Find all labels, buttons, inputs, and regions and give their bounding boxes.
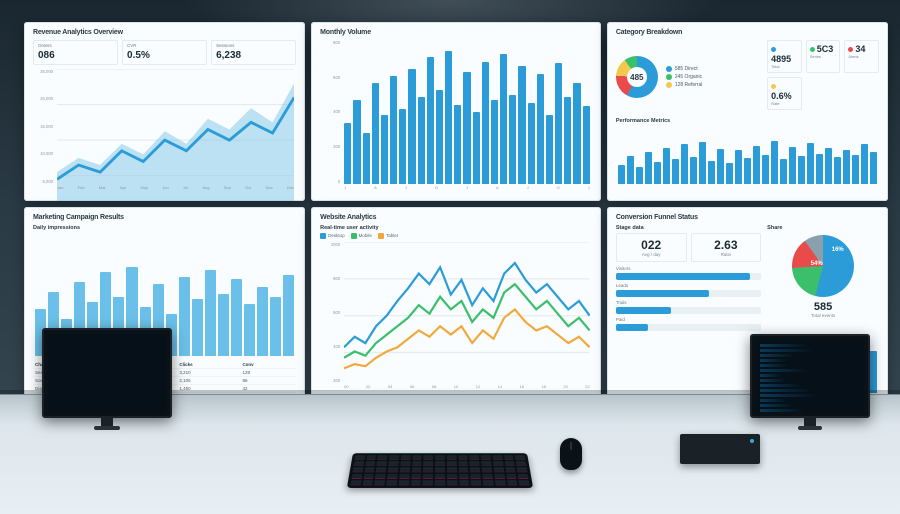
progress-bar <box>616 307 761 314</box>
kpi-pair: 022Avg / day2.63Ratio <box>616 233 761 262</box>
legend-item: 128 Referral <box>666 82 759 88</box>
panel-title: Revenue Analytics Overview <box>33 29 296 36</box>
progress-label: Visitors <box>616 266 761 271</box>
stat-box: 34Alerts <box>844 40 879 73</box>
progress-bar <box>616 290 761 297</box>
legend: Desktop Mobile Tablet <box>320 233 592 239</box>
line-chart: 1000800600400200 00020406081012141618202… <box>320 242 592 393</box>
panel-website: Website Analytics Real-time user activit… <box>311 207 601 400</box>
panel-volume: Monthly Volume 8006004002000 JAJOJAJOJ <box>311 22 601 201</box>
stat-box: 4895Total <box>767 40 802 73</box>
panel-title: Category Breakdown <box>616 29 879 36</box>
device-box <box>680 434 760 464</box>
kpi-row: Orders086CVR0.5%Sessions6,238 <box>33 40 296 65</box>
legend-item: Desktop <box>320 233 345 239</box>
legend-item: 585 Direct <box>666 66 759 72</box>
panel-category: Category Breakdown 485 585 Direct 245 Org… <box>607 22 888 201</box>
panel-title: Conversion Funnel Status <box>616 214 879 221</box>
pie-chart: 54%16% <box>792 235 854 297</box>
donut-chart: 485 <box>616 56 658 98</box>
mini-kpi-value: 585 <box>767 301 879 313</box>
section-title: Stage data <box>616 225 761 231</box>
kpi-box: 022Avg / day <box>616 233 687 262</box>
bar-chart-small <box>616 126 879 194</box>
area-chart: 25,00020,00015,00010,0005,000 JanFebMarA… <box>33 69 296 194</box>
progress-label: Leads <box>616 283 761 288</box>
panel-title: Marketing Campaign Results <box>33 214 296 221</box>
progress-label: Trials <box>616 300 761 305</box>
monitor-right <box>750 334 870 418</box>
progress-list: Visitors Leads Trials Paid <box>616 266 761 334</box>
section-subtitle: Daily impressions <box>33 225 296 231</box>
section-title: Performance Metrics <box>616 118 879 124</box>
panel-title: Monthly Volume <box>320 29 592 36</box>
legend-item: 245 Organic <box>666 74 759 80</box>
mouse <box>560 438 582 470</box>
stat-box: 5C3Series <box>806 40 841 73</box>
section-title: Share <box>767 225 879 231</box>
monitor-left <box>42 328 172 418</box>
panel-revenue: Revenue Analytics Overview Orders086CVR0… <box>24 22 305 201</box>
donut-legend: 585 Direct 245 Organic 128 Referral <box>666 66 759 88</box>
keyboard <box>347 453 533 488</box>
progress-bar <box>616 273 761 280</box>
progress-bar <box>616 324 761 331</box>
bar-chart: 8006004002000 JAJOJAJOJ <box>320 40 592 194</box>
kpi-card: Sessions6,238 <box>211 40 296 65</box>
kpi-card: CVR0.5% <box>122 40 207 65</box>
stat-grid: 4895Total5C3Series34Alerts 0.6%Rate <box>767 40 879 110</box>
legend-item: Mobile <box>351 233 372 239</box>
stat-box: 0.6%Rate <box>767 77 802 110</box>
kpi-box: 2.63Ratio <box>691 233 762 262</box>
mini-kpi-label: Total events <box>767 313 879 318</box>
legend-item: Tablet <box>378 233 398 239</box>
kpi-card: Orders086 <box>33 40 118 65</box>
panel-title: Website Analytics <box>320 214 592 221</box>
progress-label: Paid <box>616 317 761 322</box>
section-subtitle: Real-time user activity <box>320 225 592 231</box>
donut-value: 485 <box>616 56 658 98</box>
